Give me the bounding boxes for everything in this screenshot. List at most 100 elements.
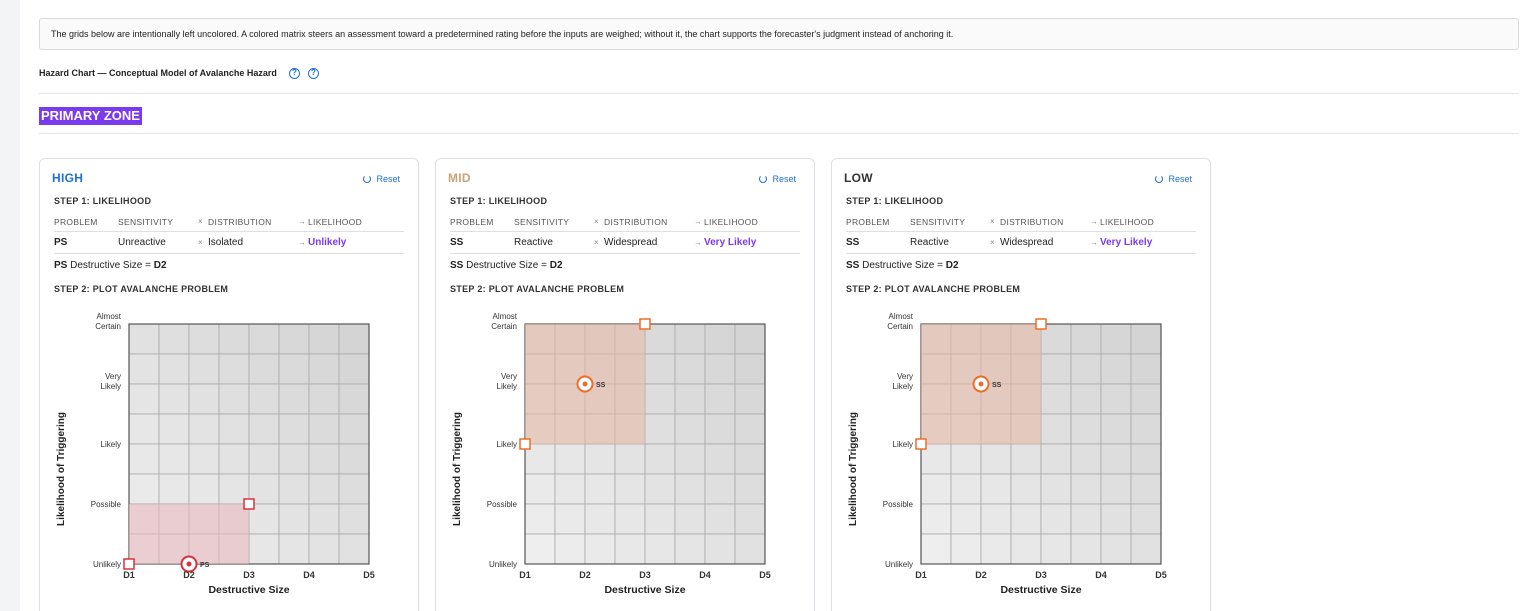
grid-cell: [278, 443, 310, 475]
grid-cell: [128, 383, 160, 415]
grid-cell: [644, 533, 676, 565]
grid-cell: [644, 443, 676, 475]
grid-cell: [920, 533, 952, 565]
range-handle[interactable]: [639, 318, 651, 330]
y-tick-label: Very: [501, 372, 517, 381]
step2-label: STEP 2: PLOT AVALANCHE PROBLEM: [846, 284, 1021, 294]
grid-cell: [920, 503, 952, 535]
grid-cell: [188, 353, 220, 385]
reset-label: Reset: [1168, 174, 1192, 184]
y-tick-label: Almost: [493, 312, 518, 321]
x-tick-label: D5: [1155, 570, 1167, 580]
grid-cell: [644, 413, 676, 445]
grid-cell: [614, 473, 646, 505]
panel-mid: MID Reset STEP 1: LIKELIHOOD PROBLEM SEN…: [435, 158, 815, 611]
col-sensitivity: SENSITIVITY: [910, 213, 990, 232]
grid-cell: [980, 443, 1012, 475]
grid-cell: [278, 383, 310, 415]
distribution-select[interactable]: Widespread: [1000, 231, 1090, 254]
grid-cell: [278, 533, 310, 565]
grid-cell: [644, 383, 676, 415]
likelihood-value: Unlikely: [308, 231, 404, 254]
range-handle[interactable]: [1035, 318, 1047, 330]
x-tick-label: D1: [915, 570, 927, 580]
distribution-select[interactable]: Widespread: [604, 231, 694, 254]
reset-button[interactable]: Reset: [363, 174, 400, 184]
grid-cell: [158, 443, 190, 475]
y-tick-label: Likely: [101, 440, 121, 449]
grid-cell: [674, 413, 706, 445]
grid-cell: [734, 443, 766, 475]
col-problem: PROBLEM: [846, 213, 910, 232]
x-tick-label: D5: [363, 570, 375, 580]
hazard-chart-header: Hazard Chart — Conceptual Model of Avala…: [39, 66, 319, 80]
y-tick-label: Possible: [883, 500, 914, 509]
problem-cell: SS: [846, 231, 910, 254]
grid-cell: [950, 533, 982, 565]
distribution-select[interactable]: Isolated: [208, 231, 298, 254]
sensitivity-select[interactable]: Reactive: [514, 231, 594, 254]
grid-cell: [704, 353, 736, 385]
grid-cell: [1100, 413, 1132, 445]
grid-cell: [980, 503, 1012, 535]
grid-cell: [218, 353, 250, 385]
grid-cell: [734, 533, 766, 565]
range-handle[interactable]: [243, 498, 255, 510]
question-circle-icon[interactable]: ?: [288, 67, 300, 79]
arrow-glyph: →: [1090, 213, 1100, 232]
x-tick-label: D5: [759, 570, 771, 580]
range-handle[interactable]: [915, 438, 927, 450]
divider: [39, 93, 1519, 94]
reset-button[interactable]: Reset: [1155, 174, 1192, 184]
grid-cell: [674, 473, 706, 505]
question-circle-icon[interactable]: ?: [307, 67, 319, 79]
col-likelihood: LIKELIHOOD: [308, 213, 404, 232]
grid-cell: [1010, 503, 1042, 535]
grid-cell: [218, 443, 250, 475]
grid-cell: [524, 473, 556, 505]
zone-label: PRIMARY ZONE: [39, 107, 142, 125]
range-handle[interactable]: [519, 438, 531, 450]
arrow-glyph: →: [298, 213, 308, 232]
grid-cell: [278, 503, 310, 535]
grid-cell: [1010, 473, 1042, 505]
grid-cell: [1100, 353, 1132, 385]
col-distribution: DISTRIBUTION: [208, 213, 298, 232]
sensitivity-select[interactable]: Reactive: [910, 231, 990, 254]
grid-cell: [1130, 323, 1162, 355]
refresh-icon: [363, 175, 372, 183]
grid-cell: [218, 413, 250, 445]
times-glyph: ×: [990, 213, 1000, 232]
y-tick-label: Certain: [95, 322, 121, 331]
y-axis-label: Likelihood of Triggering: [56, 412, 67, 526]
grid-cell: [704, 383, 736, 415]
reset-button[interactable]: Reset: [759, 174, 796, 184]
table-row: SS Reactive × Widespread → Very Likely: [846, 231, 1196, 254]
grid-cell: [584, 443, 616, 475]
grid-cell: [278, 353, 310, 385]
grid-cell: [1040, 413, 1072, 445]
grid-cell: [308, 383, 340, 415]
grid-cell: [1100, 323, 1132, 355]
grid-cell: [614, 533, 646, 565]
grid-cell: [1070, 353, 1102, 385]
grid-cell: [158, 413, 190, 445]
grid-cell: [248, 443, 280, 475]
grid-cell: [980, 533, 1012, 565]
reset-label: Reset: [772, 174, 796, 184]
dsize-value: D2: [945, 260, 959, 271]
dsize-value: D2: [153, 260, 167, 271]
destructive-size-line: SS Destructive Size = D2: [450, 260, 563, 271]
table-row: SS Reactive × Widespread → Very Likely: [450, 231, 800, 254]
grid-cell: [734, 323, 766, 355]
grid-cell: [734, 383, 766, 415]
x-tick-label: D1: [519, 570, 531, 580]
grid-cell: [584, 503, 616, 535]
sensitivity-select[interactable]: Unreactive: [118, 231, 198, 254]
y-tick-label: Likely: [893, 440, 913, 449]
grid-cell: [674, 323, 706, 355]
range-handle[interactable]: [123, 558, 135, 570]
